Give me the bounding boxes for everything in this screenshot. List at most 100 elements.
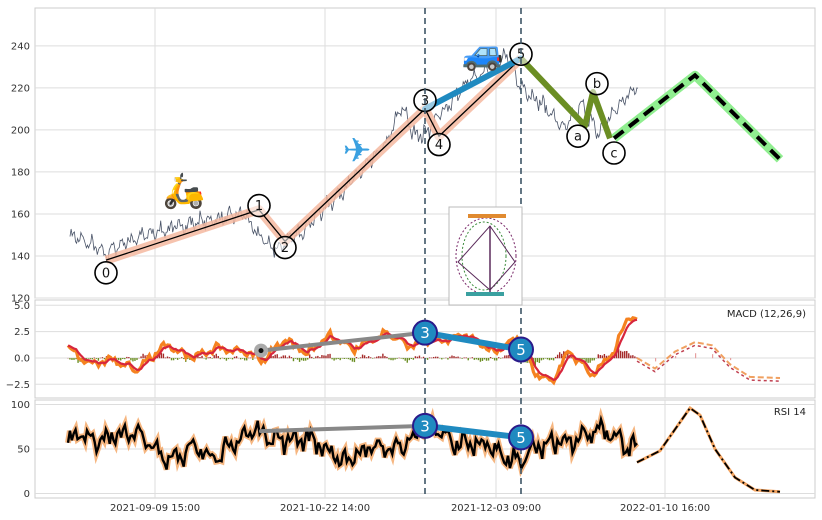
- wave-point-label: b: [593, 77, 601, 92]
- macd-histogram-bar: [402, 357, 404, 360]
- macd-histogram-bar: [589, 357, 591, 363]
- macd-histogram-bar: [619, 350, 622, 359]
- macd-histogram-bar: [380, 356, 382, 359]
- macd-histogram-bar: [335, 357, 337, 360]
- macd-histogram-bar: [489, 357, 492, 359]
- macd-histogram-bar: [435, 356, 437, 359]
- rsi-line: [66, 414, 638, 472]
- macd-histogram-bar: [626, 350, 628, 359]
- wave-point-circle: [94, 260, 118, 285]
- macd-histogram-bar: [426, 357, 429, 360]
- macd-histogram-bar: [201, 355, 203, 359]
- macd-histogram-bar: [118, 357, 120, 360]
- macd-histogram-bar: [536, 357, 539, 363]
- macd-histogram-bar: [325, 355, 327, 359]
- macd-histogram-bar: [571, 357, 573, 359]
- macd-histogram-bar: [292, 357, 295, 362]
- macd-histogram-bar: [302, 357, 305, 361]
- macd-histogram-bar: [396, 357, 398, 359]
- macd-histogram-bar: [369, 357, 372, 359]
- wave-point-circle: [247, 193, 271, 218]
- inset-illustration: [448, 206, 523, 306]
- macd-histogram-bar: [473, 357, 476, 360]
- wave-point-circle: [585, 71, 609, 96]
- macd-histogram-bar: [599, 354, 602, 359]
- macd-divergence-label: 3: [420, 324, 430, 342]
- macd-histogram-bar: [382, 353, 384, 359]
- wave-point-label: 2: [281, 241, 289, 256]
- macd-histogram-bar: [215, 353, 217, 359]
- macd-histogram-bar: [443, 357, 445, 359]
- macd-histogram-bar: [298, 357, 301, 362]
- macd-divergence-label: 5: [516, 341, 526, 359]
- macd-histogram-bar: [168, 357, 171, 359]
- macd-histogram-bar: [579, 357, 581, 360]
- macd-histogram-bar: [231, 357, 234, 360]
- macd-histogram-bar: [158, 355, 161, 359]
- macd-histogram-bar: [323, 355, 325, 359]
- macd-histogram-bar: [205, 357, 207, 360]
- macd-histogram-bar: [386, 356, 388, 359]
- macd-histogram-bar: [621, 351, 624, 359]
- macd-histogram-bar: [581, 357, 583, 360]
- wave-point-label: c: [610, 147, 617, 162]
- macd-histogram-bar: [124, 357, 126, 360]
- macd-histogram-bar: [166, 356, 169, 359]
- macd-histogram-bar: [504, 355, 506, 359]
- macd-histogram-bar: [181, 357, 183, 359]
- macd-histogram-bar: [128, 357, 130, 359]
- macd-histogram-bar: [311, 356, 313, 359]
- macd-histogram-bar: [140, 356, 142, 359]
- macd-histogram-bar: [441, 357, 443, 360]
- macd-histogram-bar: [71, 357, 73, 360]
- projection-wave-line: [612, 72, 782, 161]
- macd-histogram-bar: [178, 357, 181, 359]
- wave-point-circle: [602, 141, 626, 165]
- macd-histogram-bar: [630, 355, 632, 359]
- macd-histogram-bar: [587, 357, 589, 363]
- macd-histogram-bar: [337, 357, 339, 360]
- macd-histogram-bar: [351, 357, 354, 362]
- macd-histogram-bar: [561, 353, 563, 359]
- macd-histogram-bar: [91, 357, 93, 360]
- rsi-divergence-point: [412, 412, 438, 439]
- wave-3-5-link: [422, 55, 524, 112]
- macd-histogram-bar: [601, 355, 604, 359]
- macd-histogram-bar: [126, 356, 128, 359]
- macd-histogram-bar: [451, 355, 453, 359]
- macd-histogram-bar: [404, 357, 406, 361]
- macd-histogram-bar: [477, 357, 480, 361]
- macd-histogram-bar: [394, 357, 396, 360]
- macd-histogram-bar: [103, 357, 106, 360]
- macd-histogram-bar: [624, 351, 626, 359]
- macd-histogram-bar: [209, 356, 211, 359]
- macd-histogram-bar: [164, 357, 167, 359]
- macd-histogram-bar: [558, 352, 561, 359]
- macd-histogram-bar: [309, 354, 311, 359]
- macd-histogram-bar: [414, 356, 417, 359]
- wave-point-label: 0: [102, 266, 110, 281]
- macd-histogram-bar: [77, 357, 79, 363]
- macd-histogram-bar: [552, 357, 555, 361]
- macd-histogram-bar: [449, 356, 451, 359]
- macd-histogram-bar: [99, 357, 102, 359]
- macd-histogram-bar: [457, 356, 459, 359]
- macd-histogram-bar: [284, 355, 287, 359]
- macd-histogram-bar: [567, 352, 569, 359]
- macd-histogram-bar: [199, 357, 201, 359]
- macd-histogram-bar: [272, 355, 274, 359]
- airplane-icon: ✈: [343, 131, 372, 171]
- macd-histogram-bar: [241, 357, 244, 359]
- macd-histogram-bar: [290, 357, 293, 359]
- macd-histogram-bar: [493, 357, 496, 361]
- macd-histogram-bar: [132, 357, 134, 362]
- macd-histogram-bar: [248, 357, 250, 359]
- macd-histogram-bar: [219, 357, 222, 360]
- macd-histogram-bar: [246, 357, 248, 361]
- macd-histogram-bar: [363, 355, 366, 359]
- macd-histogram-bar: [69, 357, 71, 360]
- macd-histogram-bar: [331, 357, 333, 360]
- macd-projection-bar: [675, 356, 677, 359]
- macd-histogram-bar: [481, 357, 484, 361]
- macd-projection-line: [636, 341, 781, 379]
